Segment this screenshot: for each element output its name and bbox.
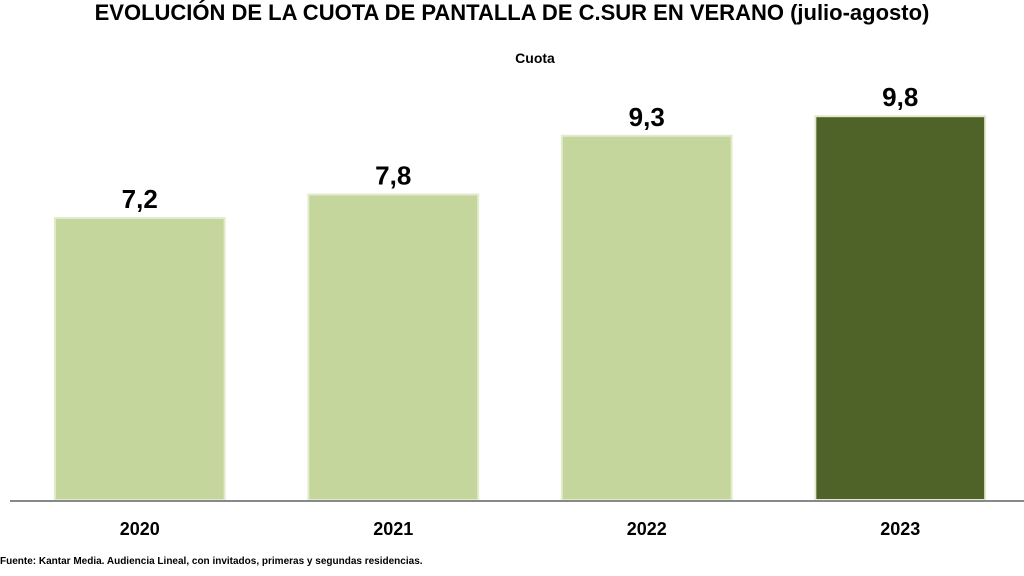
chart-title: EVOLUCIÓN DE LA CUOTA DE PANTALLA DE C.S… [94,0,930,25]
x-tick-label-2022: 2022 [627,519,667,539]
x-tick-label-2021: 2021 [373,519,413,539]
bar-2020 [53,217,226,501]
data-label-2023: 9,8 [882,82,918,112]
x-tick-label-2023: 2023 [880,519,920,539]
data-label-2021: 7,8 [375,161,411,191]
data-label-2020: 7,2 [122,184,158,214]
data-label-2022: 9,3 [629,102,665,132]
source-note: Fuente: Kantar Media. Audiencia Lineal, … [0,556,423,567]
bar-2023 [814,115,987,501]
chart-subtitle: Cuota [515,50,555,66]
x-tick-label-2020: 2020 [120,519,160,539]
bar-2021 [307,193,480,501]
bar-2022 [560,134,733,501]
